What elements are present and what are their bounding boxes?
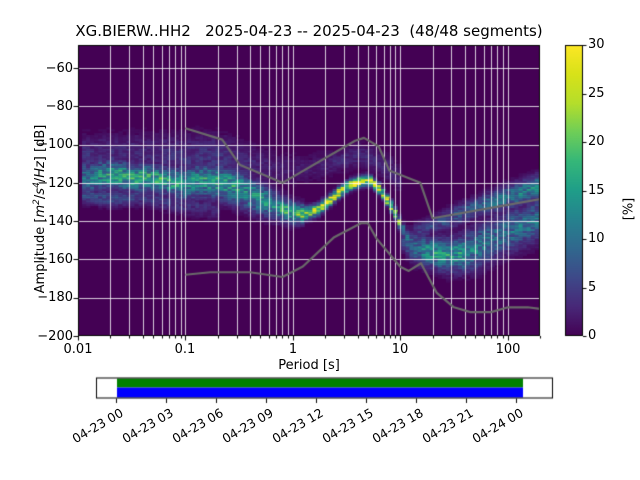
time-coverage-bar [96, 377, 553, 399]
colorbar-tick-label: 30 [588, 37, 605, 52]
x-tick-label: 0.1 [174, 342, 196, 357]
y-tick-label: −160 [37, 252, 73, 267]
y-axis-label-exp2: 2 [32, 199, 43, 205]
y-tick-label: −100 [37, 137, 73, 152]
ppsd-heatmap-area [78, 45, 540, 336]
x-tick-label: 0.01 [63, 342, 93, 357]
colorbar-tick-label: 5 [588, 280, 597, 295]
x-tick-label: 100 [495, 342, 521, 357]
y-axis-label-unit-s: s [33, 187, 49, 195]
colorbar-tick-label: 25 [588, 86, 605, 101]
colorbar-tick-label: 0 [588, 328, 597, 343]
x-tick-label: 1 [288, 342, 298, 357]
y-axis-label-unit-hz: Hz [33, 161, 49, 178]
y-tick-label: −60 [45, 61, 73, 76]
x-tick-label: 10 [391, 342, 409, 357]
figure-title: XG.BIERW..HH2 2025-04-23 -- 2025-04-23 (… [75, 22, 543, 40]
y-axis-label-db: ] [dB] [33, 124, 49, 162]
y-axis-label-slash: / [33, 177, 49, 183]
colorbar-tick-label: 15 [588, 183, 605, 198]
y-tick-label: −180 [37, 290, 73, 305]
x-axis-label: Period [s] [278, 358, 340, 373]
colorbar [565, 45, 583, 336]
y-tick-label: −140 [37, 214, 73, 229]
colorbar-label-text: [%] [621, 197, 637, 221]
y-tick-label: −80 [45, 99, 73, 114]
colorbar-tick-label: 10 [588, 231, 605, 246]
y-axis-label-slash: / [33, 194, 49, 200]
y-axis-label-text: Amplitude [ [33, 217, 49, 294]
y-tick-label: −120 [37, 176, 73, 191]
y-axis-label-exp4: 4 [32, 182, 43, 188]
colorbar-tick-label: 20 [588, 134, 605, 149]
y-axis-label-unit-m: m [33, 204, 49, 218]
y-tick-label: −200 [37, 329, 73, 344]
